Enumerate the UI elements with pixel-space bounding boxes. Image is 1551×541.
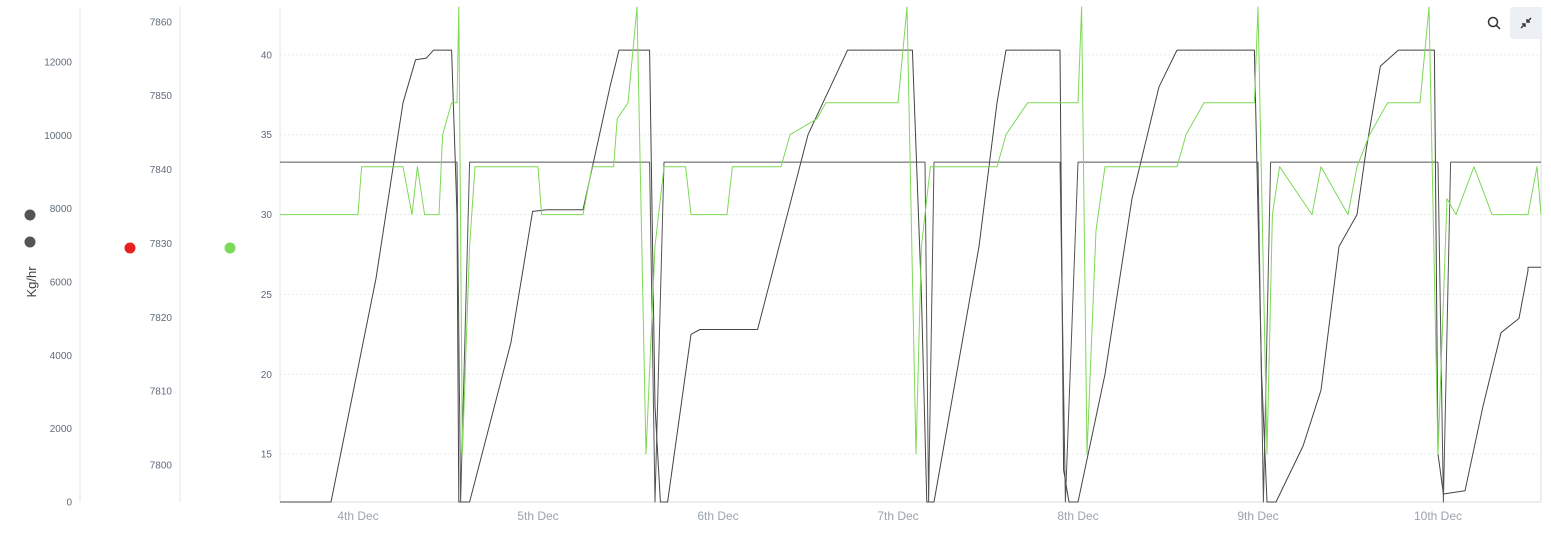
series-indicator-dot[interactable] xyxy=(24,236,36,248)
y-tick-label: 7840 xyxy=(150,165,173,176)
series-indicator-dot[interactable] xyxy=(24,209,36,221)
minimize-icon xyxy=(1520,17,1532,29)
y-tick-label: 7810 xyxy=(150,387,173,398)
axis-indicators xyxy=(24,209,236,254)
y-tick-label: 20 xyxy=(261,370,273,381)
y-axis-title: Kg/hr xyxy=(24,266,39,298)
x-tick-label: 5th Dec xyxy=(517,509,558,523)
x-tick-label: 6th Dec xyxy=(697,509,738,523)
series-indicator-dot[interactable] xyxy=(224,242,236,254)
y-tick-label: 10000 xyxy=(44,131,72,142)
series-lines xyxy=(280,6,1542,503)
x-tick-label: 10th Dec xyxy=(1414,509,1462,523)
y-tick-label: 12000 xyxy=(44,58,72,69)
series-line xyxy=(280,6,1542,455)
y-tick-label: 15 xyxy=(261,450,273,461)
y-tick-label: 30 xyxy=(261,210,273,221)
y-tick-label: 25 xyxy=(261,290,273,301)
y-tick-label: 6000 xyxy=(50,278,73,289)
x-tick-label: 7th Dec xyxy=(877,509,918,523)
y-tick-label: 4000 xyxy=(50,351,73,362)
y-tick-label: 7820 xyxy=(150,313,173,324)
exit-fullscreen-button[interactable] xyxy=(1510,7,1542,39)
series-line xyxy=(280,49,1541,503)
x-tick-label: 8th Dec xyxy=(1057,509,1098,523)
x-axis: 4th Dec 5th Dec 6th Dec 7th Dec 8th Dec 9th D… xyxy=(337,509,1462,523)
series-line xyxy=(280,161,1541,503)
y-tick-label: 40 xyxy=(261,50,273,61)
y-tick-label: 0 xyxy=(66,498,72,509)
x-tick-label: 9th Dec xyxy=(1237,509,1278,523)
y-tick-label: 7830 xyxy=(150,239,173,250)
y-tick-label: 7800 xyxy=(150,461,173,472)
y-tick-label: 7860 xyxy=(150,17,173,28)
search-icon xyxy=(1487,16,1501,30)
y-tick-label: 7850 xyxy=(150,91,173,102)
x-tick-label: 4th Dec xyxy=(337,509,378,523)
y-tick-label: 8000 xyxy=(50,204,73,215)
zoom-button[interactable] xyxy=(1478,7,1510,39)
y-tick-label: 35 xyxy=(261,130,273,141)
y-axes: 0 2000 4000 6000 8000 10000 12000 Kg/hr 7800 7810… xyxy=(24,7,1542,509)
series-indicator-dot[interactable] xyxy=(124,242,136,254)
y-tick-label: 2000 xyxy=(50,424,73,435)
